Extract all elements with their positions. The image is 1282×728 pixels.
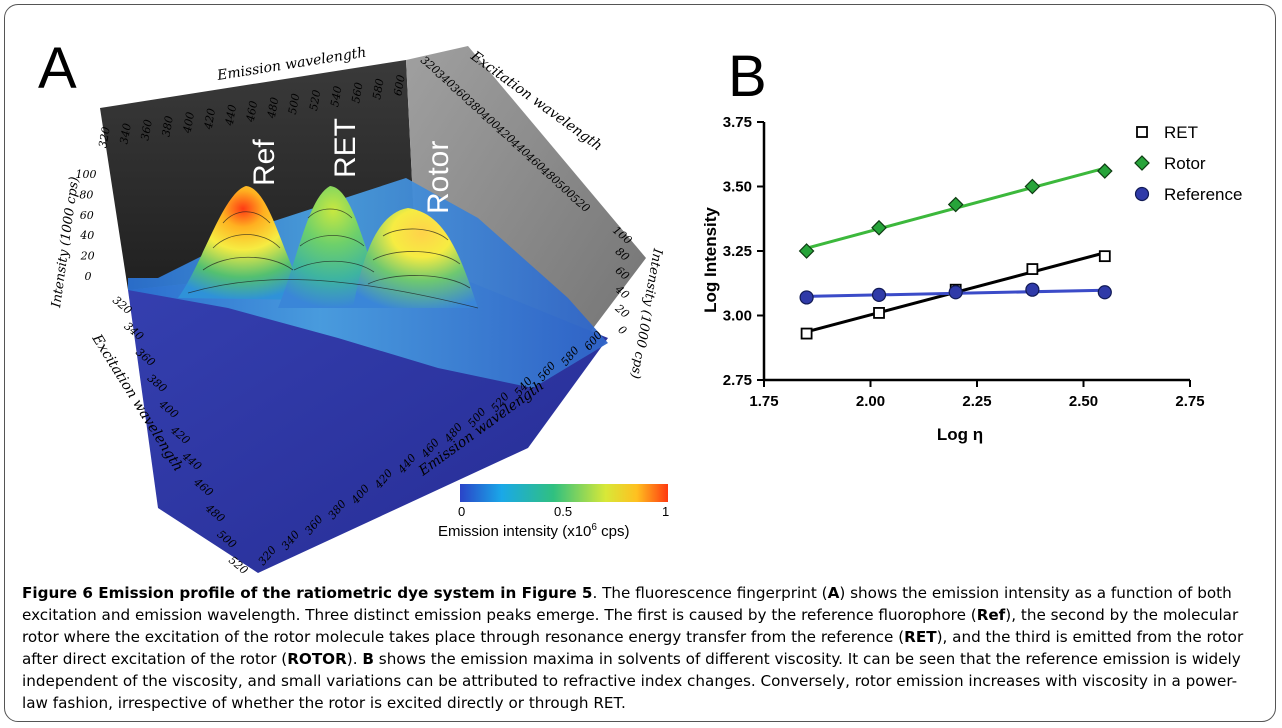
tick-back-emission: 360: [138, 119, 154, 142]
legend-marker-reference: [1134, 186, 1150, 202]
colorbar-label: Emission intensity (x106 cps): [438, 522, 629, 540]
tick-back-emission: 380: [160, 115, 176, 138]
x-tick-label: 1.75: [749, 393, 778, 410]
chart-points: [798, 163, 1113, 340]
legend-label-rotor: Rotor: [1164, 154, 1206, 173]
y-tick-label: 3.50: [723, 179, 752, 196]
tick-left-intensity: 0: [85, 270, 92, 283]
point-reference: [1025, 282, 1040, 297]
point-rotor: [947, 196, 964, 213]
point-reference: [871, 287, 887, 302]
caption-title: Figure 6 Emission profile of the ratiome…: [22, 584, 593, 602]
peak-label-rotor: Rotor: [422, 141, 455, 214]
chart-axes: 2.75 3.00 3.25 3.50 3.75 1.75 2.00 2.25 2.50 2.75: [723, 114, 1205, 410]
x-tick-label: 2.25: [962, 393, 991, 410]
tick-left-intensity: 40: [79, 229, 94, 242]
y-tick-label: 3.75: [723, 114, 752, 131]
panel-b-chart: 2.753.003.253.503.751.75 2.00 2.25 2.50 2.75…: [701, 114, 1242, 444]
tick-back-emission: 520: [307, 89, 323, 112]
tick-back-emission: 420: [202, 107, 219, 131]
point-ret: [1098, 250, 1111, 263]
tick-left-intensity: 100: [76, 168, 97, 181]
tick-back-emission: 480: [265, 96, 282, 120]
tick-back-emission: 320: [96, 126, 112, 149]
figure-frame: [4, 4, 1276, 722]
ticks-left-intensity: 100 80 60 40 20 0: [76, 168, 97, 283]
tick-back-emission: 500: [286, 93, 302, 116]
colorbar-tick-0: 0: [458, 504, 465, 519]
y-tick-label: 2.75: [723, 372, 752, 389]
legend-marker-rotor: [1134, 155, 1150, 171]
x-tick-label: 2.50: [1069, 393, 1098, 410]
tick-back-emission: 400: [180, 111, 197, 135]
tick-back-emission: 440: [223, 104, 240, 128]
tick-right-intensity: 20: [612, 301, 632, 321]
point-ret: [1026, 263, 1039, 275]
point-reference: [799, 290, 814, 305]
point-ret: [873, 307, 885, 319]
point-ret: [800, 327, 813, 340]
y-tick-label: 3.00: [723, 308, 752, 325]
colorbar-tick-mid: 0.5: [554, 504, 572, 519]
chart-y-label: Log Intensity: [701, 207, 720, 313]
point-rotor: [1096, 163, 1113, 179]
legend-label-ret: RET: [1164, 123, 1198, 142]
peak-label-ref: Ref: [248, 139, 281, 186]
tick-back-emission: 460: [244, 100, 261, 124]
point-reference: [948, 285, 963, 300]
tick-back-emission: 580: [370, 78, 386, 101]
colorbar: [460, 484, 668, 502]
point-rotor: [798, 243, 815, 259]
x-tick-label: 2.00: [856, 393, 885, 410]
chart-legend: RET Rotor Reference: [1134, 123, 1242, 204]
point-reference: [1097, 285, 1112, 300]
panel-a-3d-plot: A Ref RET Rotor Emission wavelength Exci…: [38, 36, 669, 577]
tick-left-intensity: 80: [79, 188, 93, 201]
y-tick-label: 3.25: [723, 243, 752, 260]
point-rotor: [1024, 178, 1041, 195]
contour-lines: [187, 208, 479, 309]
panel-a-letter: A: [38, 36, 77, 101]
caption-paragraph: Figure 6 Emission profile of the ratiome…: [22, 584, 1244, 712]
peak-ref: [178, 186, 308, 300]
legend-marker-ret: [1136, 126, 1148, 138]
panel-b-letter: B: [728, 44, 767, 109]
ticks-back-emission: 320 340 360 380 400 420 440 460 480 500 520 540 560 5…: [96, 74, 407, 149]
chart-fit-lines: [806, 166, 1106, 334]
tick-left-intensity: 20: [80, 250, 95, 263]
figure-caption: Figure 6 Emission profile of the ratiome…: [22, 582, 1262, 714]
colorbar-tick-1: 1: [662, 504, 669, 519]
tick-right-intensity: 0: [615, 323, 629, 337]
x-tick-label: 2.75: [1175, 393, 1204, 410]
tick-left-intensity: 60: [80, 209, 94, 222]
tick-back-emission: 560: [349, 81, 365, 104]
peak-label-ret: RET: [329, 118, 362, 178]
tick-back-emission: 600: [391, 74, 407, 97]
tick-back-emission: 540: [328, 85, 344, 108]
tick-back-emission: 340: [117, 122, 133, 145]
axis-label-left-intensity: Intensity (1000 cps): [49, 176, 82, 310]
chart-x-label: Log η: [937, 425, 983, 444]
point-rotor: [871, 219, 887, 236]
peak-rotor: [353, 208, 478, 308]
legend-label-reference: Reference: [1164, 185, 1242, 204]
